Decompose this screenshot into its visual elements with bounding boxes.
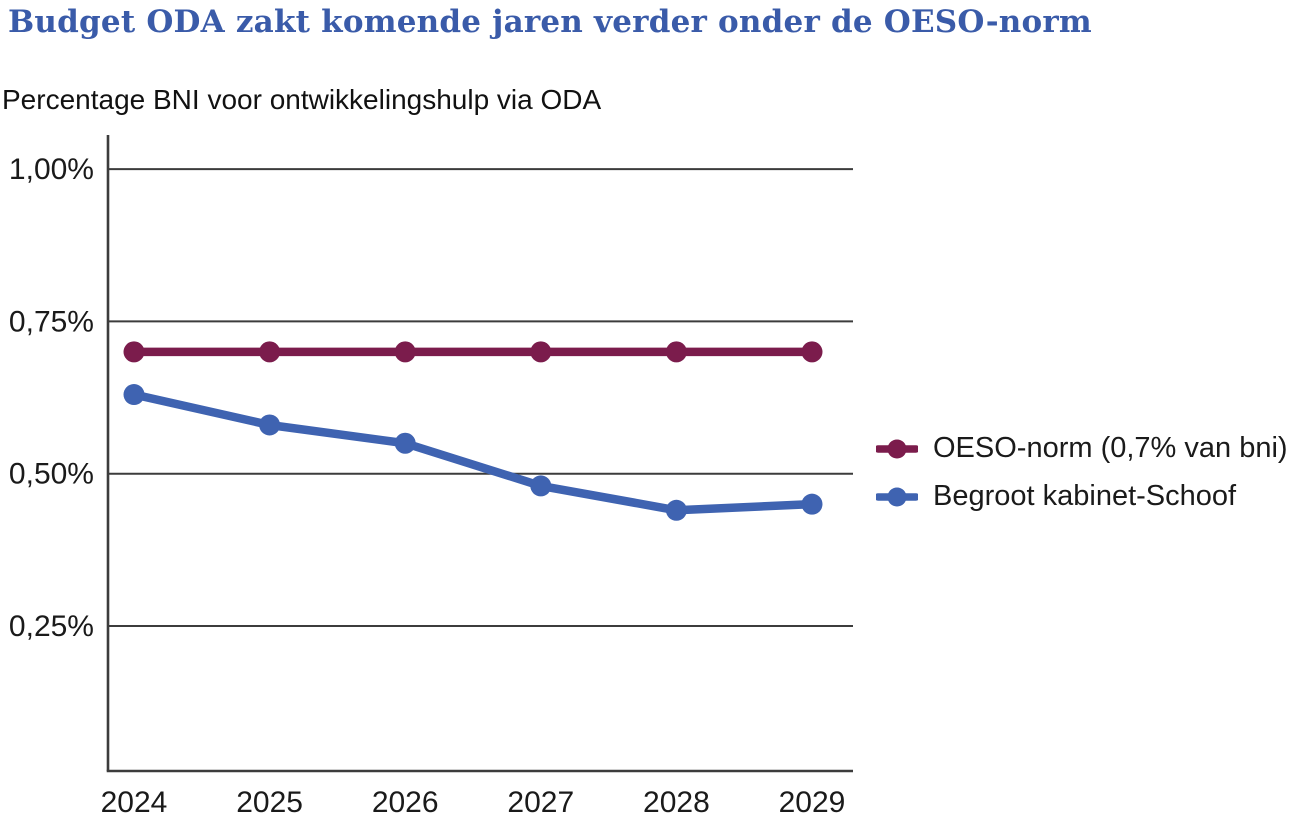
y-axis-tick-label: 0,50% (9, 458, 94, 491)
legend-label-oeso-norm: OESO-norm (0,7% van bni) (933, 432, 1288, 464)
y-axis-tick-label: 0,25% (9, 610, 94, 643)
data-point (394, 341, 416, 363)
legend-item-begroot-kabinet-schoof: Begroot kabinet-Schoof (876, 479, 1288, 514)
legend-marker-oeso-norm-icon (876, 439, 918, 458)
line-chart-canvas: 1,00% 0,75% 0,50% 0,25% 2024 2025 2026 2027 2028… (9, 135, 853, 819)
legend: OESO-norm (0,7% van bni) Begroot kabinet… (876, 431, 1288, 514)
y-axis-tick-label: 0,75% (9, 305, 94, 338)
x-axis-tick-label: 2025 (236, 786, 303, 819)
data-point (801, 341, 823, 363)
legend-label-begroot-kabinet-schoof: Begroot kabinet-Schoof (933, 480, 1237, 512)
series-line-1 (129, 390, 817, 515)
chart-title: Budget ODA zakt komende jaren verder ond… (8, 4, 1092, 40)
data-point (665, 499, 687, 521)
data-point (530, 475, 552, 497)
data-point (123, 384, 145, 406)
data-point (530, 341, 552, 363)
x-axis-tick-label: 2029 (779, 786, 846, 819)
data-point (123, 341, 145, 363)
y-axis-tick-label: 1,00% (9, 153, 94, 186)
data-point (801, 493, 823, 515)
x-axis-tick-label: 2027 (507, 786, 574, 819)
data-point (259, 414, 281, 436)
x-axis-tick-label: 2026 (372, 786, 439, 819)
legend-item-oeso-norm: OESO-norm (0,7% van bni) (876, 431, 1288, 466)
data-point (259, 341, 281, 363)
x-axis-tick-label: 2024 (101, 786, 168, 819)
x-axis-tick-label: 2028 (643, 786, 710, 819)
data-point (665, 341, 687, 363)
legend-marker-begroot-icon (876, 487, 918, 506)
chart-subtitle: Percentage BNI voor ontwikkelingshulp vi… (2, 84, 602, 115)
data-point (394, 432, 416, 454)
